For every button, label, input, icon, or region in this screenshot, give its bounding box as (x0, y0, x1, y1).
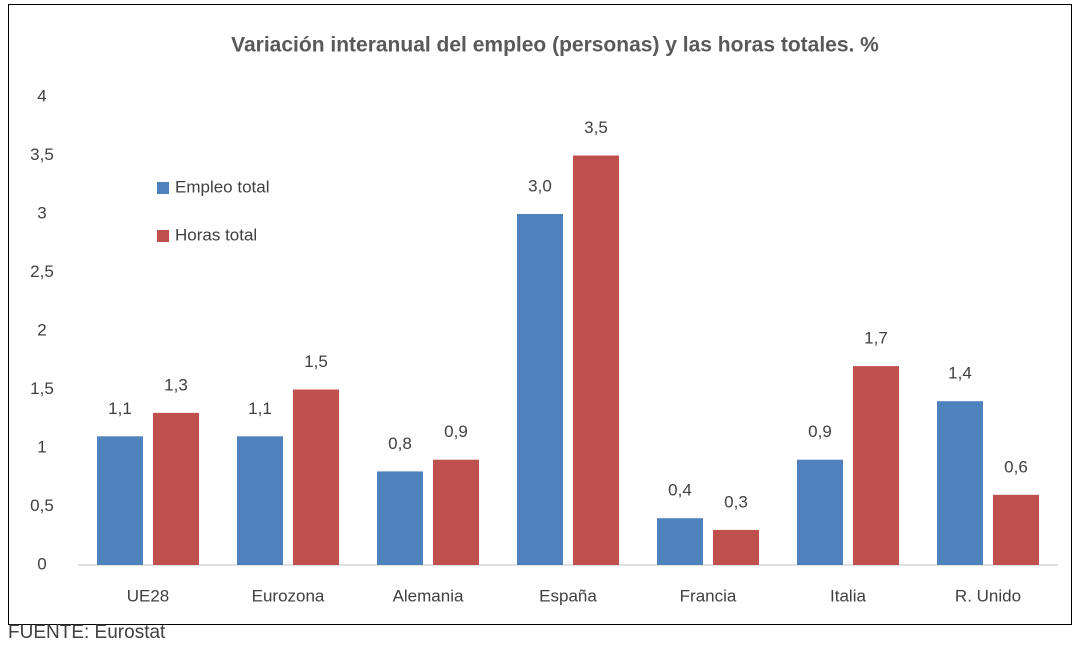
data-label: 1,3 (164, 375, 188, 394)
data-label: 1,1 (108, 399, 132, 418)
chart-frame (8, 4, 1072, 625)
bar (293, 389, 339, 565)
x-tick-label: UE28 (127, 586, 170, 605)
source-note: FUENTE: Eurostat (8, 622, 166, 643)
bar (853, 366, 899, 565)
y-tick-label: 3,5 (30, 145, 54, 164)
data-label: 1,5 (304, 352, 328, 371)
bar (153, 412, 199, 565)
data-label: 0,6 (1004, 457, 1028, 476)
y-tick-label: 2,5 (30, 262, 54, 281)
x-tick-label: Eurozona (252, 586, 325, 605)
bar (797, 459, 843, 565)
data-label: 1,4 (948, 364, 972, 383)
legend-swatch (157, 230, 169, 242)
data-label: 1,1 (248, 399, 272, 418)
data-label: 0,9 (808, 422, 832, 441)
y-tick-label: 0,5 (30, 496, 54, 515)
y-tick-label: 0 (37, 554, 46, 573)
legend-swatch (157, 182, 169, 194)
bar (377, 471, 423, 565)
bar (993, 494, 1039, 565)
bar (433, 459, 479, 565)
y-tick-label: 4 (37, 86, 46, 105)
x-tick-label: Italia (830, 586, 866, 605)
bar (97, 436, 143, 565)
legend-label: Empleo total (175, 177, 270, 196)
x-tick-label: Alemania (393, 586, 464, 605)
data-label: 1,7 (864, 329, 888, 348)
data-label: 3,5 (584, 118, 608, 137)
x-tick-label: Francia (680, 586, 737, 605)
bar (573, 155, 619, 565)
data-label: 3,0 (528, 176, 552, 195)
x-tick-label: R. Unido (955, 586, 1021, 605)
bar (237, 436, 283, 565)
y-tick-label: 1 (37, 437, 46, 456)
data-label: 0,8 (388, 434, 412, 453)
x-tick-label: España (539, 586, 597, 605)
bar (713, 529, 759, 565)
data-label: 0,9 (444, 422, 468, 441)
bar (657, 518, 703, 565)
bar (517, 214, 563, 565)
data-label: 0,4 (668, 481, 692, 500)
chart-title: Variación interanual del empleo (persona… (231, 34, 879, 57)
data-label: 0,3 (724, 492, 748, 511)
bar (937, 401, 983, 565)
y-tick-label: 2 (37, 320, 46, 339)
legend-label: Horas total (175, 225, 257, 244)
y-tick-label: 3 (37, 203, 46, 222)
y-tick-label: 1,5 (30, 379, 54, 398)
